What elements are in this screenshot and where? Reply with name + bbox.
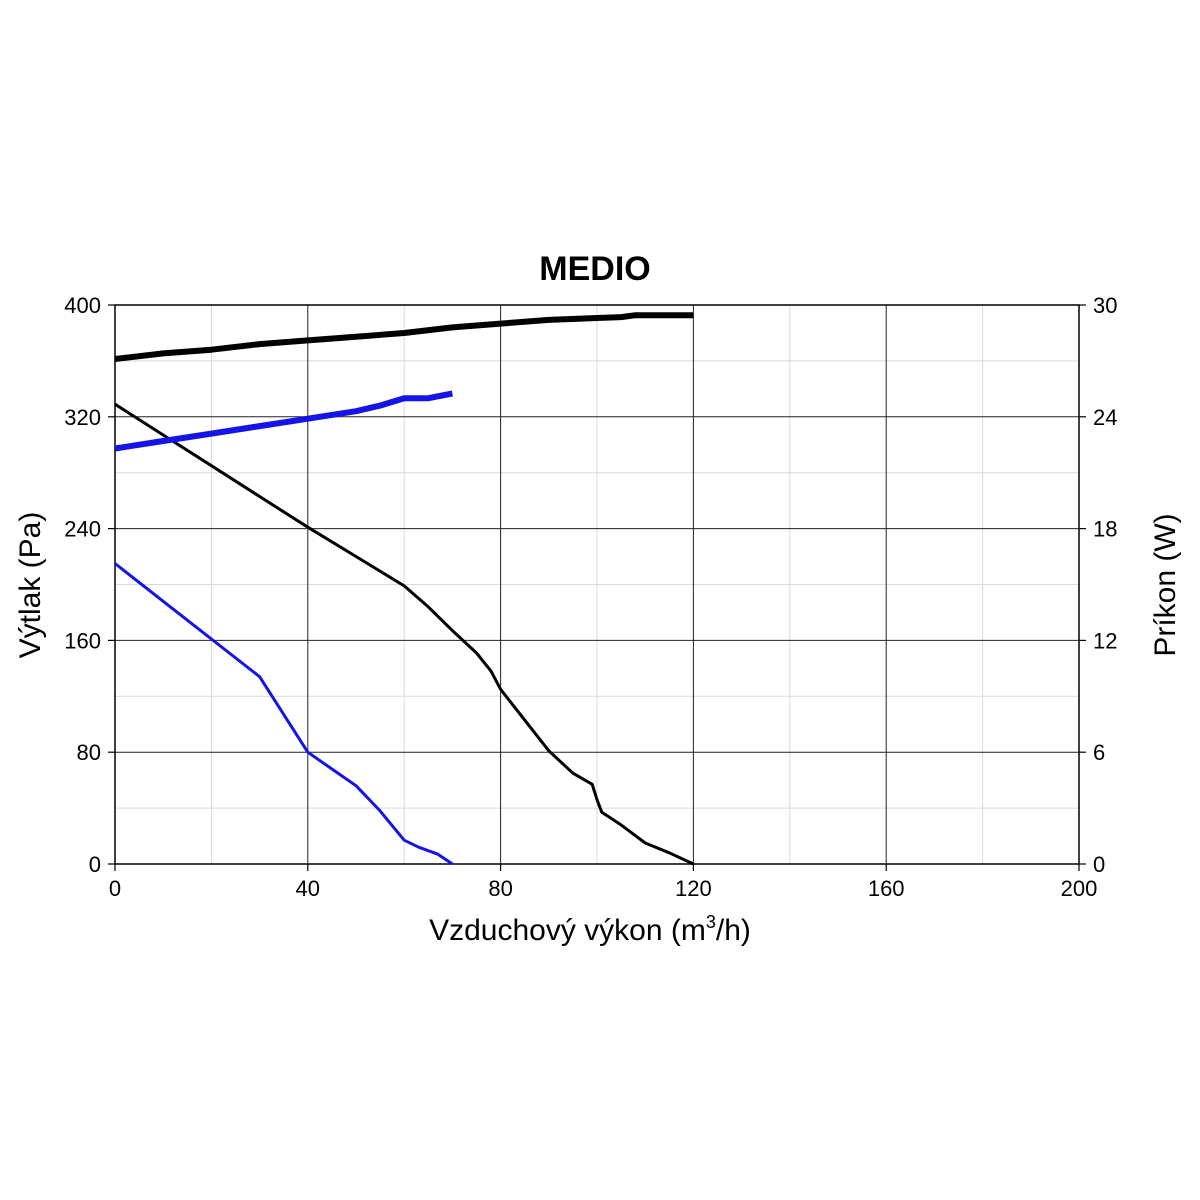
x-tick-label: 160 bbox=[868, 876, 905, 901]
y-right-axis-title: Príkon (W) bbox=[1149, 513, 1182, 656]
y-right-tick-label: 0 bbox=[1093, 852, 1105, 877]
x-tick-label: 0 bbox=[109, 876, 121, 901]
y-right-tick-label: 18 bbox=[1093, 517, 1117, 542]
x-tick-label: 80 bbox=[488, 876, 512, 901]
y-left-tick-label: 240 bbox=[64, 517, 101, 542]
y-left-tick-label: 80 bbox=[77, 740, 101, 765]
x-tick-label: 200 bbox=[1061, 876, 1098, 901]
y-left-axis-title: Výtlak (Pa) bbox=[14, 512, 47, 659]
series-line-2-pressure bbox=[114, 562, 454, 866]
series-line-3-power bbox=[114, 312, 694, 362]
y-right-tick-label: 30 bbox=[1093, 293, 1117, 318]
y-right-tick-label: 12 bbox=[1093, 628, 1117, 653]
grid bbox=[115, 305, 1079, 864]
x-axis-title: Vzduchový výkon (m3/h) bbox=[429, 912, 751, 947]
y-left-tick-label: 160 bbox=[64, 628, 101, 653]
series-line-4-power bbox=[114, 390, 453, 452]
chart-title: MEDIO bbox=[539, 250, 650, 288]
y-right-tick-label: 6 bbox=[1093, 740, 1105, 765]
y-left-tick-label: 0 bbox=[89, 852, 101, 877]
series-line-1-pressure bbox=[114, 402, 695, 866]
x-tick-label: 40 bbox=[296, 876, 320, 901]
y-right-tick-label: 24 bbox=[1093, 405, 1117, 430]
y-left-tick-label: 400 bbox=[64, 293, 101, 318]
y-left-tick-label: 320 bbox=[64, 405, 101, 430]
series-group bbox=[114, 312, 695, 866]
plot-frame bbox=[114, 304, 1080, 865]
x-tick-label: 120 bbox=[675, 876, 712, 901]
